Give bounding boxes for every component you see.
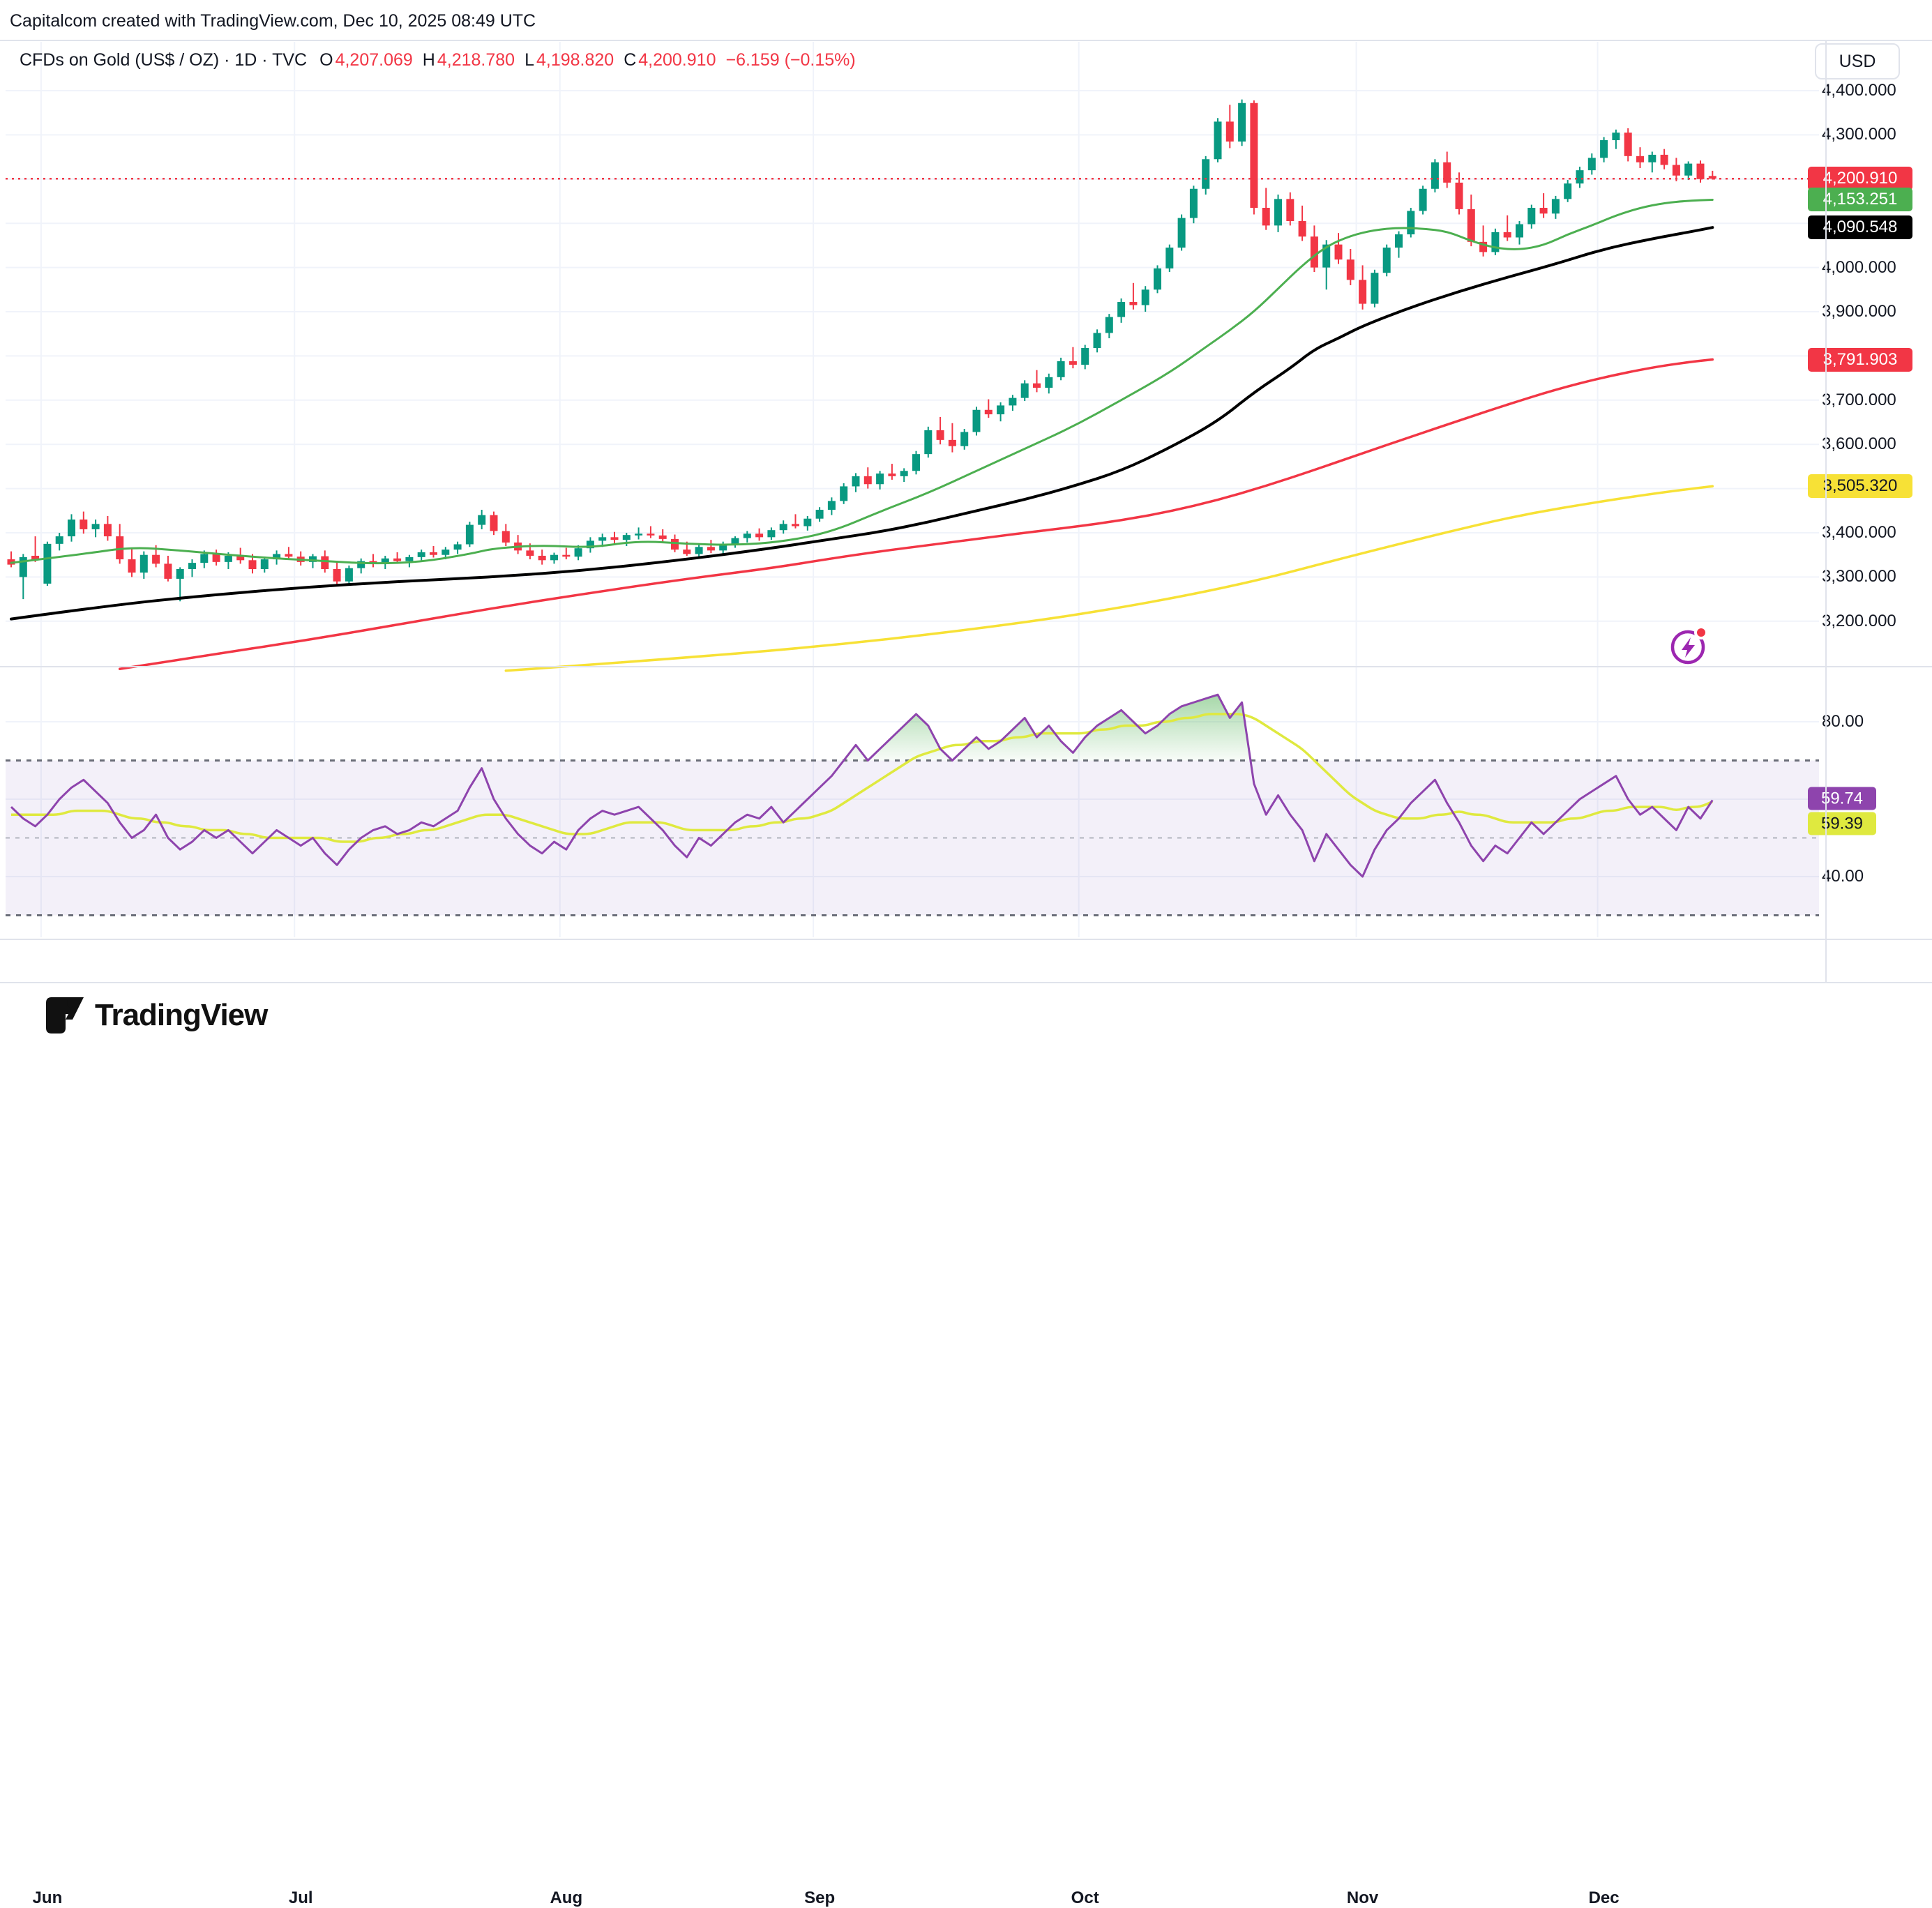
price-axis-label: 3,300.000 xyxy=(1822,567,1896,586)
close-value: 4,200.910 xyxy=(638,50,716,70)
price-badge-ma-mid: 4,090.548 xyxy=(1808,215,1912,240)
price-axis-label: 4,300.000 xyxy=(1822,125,1896,144)
indicator-badge-rsi-value: 59.74 xyxy=(1808,787,1876,810)
price-axis-divider xyxy=(1825,40,1827,982)
time-axis-label-sep: Sep xyxy=(804,1888,836,1907)
time-axis-label-nov: Nov xyxy=(1346,1888,1379,1907)
attribution-bar: Capitalcom created with TradingView.com,… xyxy=(10,4,536,38)
time-axis-label-jul: Jul xyxy=(288,1888,313,1907)
price-axis-label: 3,900.000 xyxy=(1822,302,1896,321)
indicator-axis-label: 40.00 xyxy=(1822,867,1864,886)
time-axis-label-dec: Dec xyxy=(1588,1888,1620,1907)
low-label: L xyxy=(524,50,534,70)
symbol-bar: CFDs on Gold (US$ / OZ) · 1D · TVC O 4,2… xyxy=(20,46,856,74)
price-badge-ma-long: 3,505.320 xyxy=(1808,474,1912,499)
open-label: O xyxy=(319,50,333,70)
currency-label: USD xyxy=(1839,51,1876,71)
price-axis-label: 3,600.000 xyxy=(1822,434,1896,454)
ma-fast-line xyxy=(10,198,1714,565)
tradingview-logo-text: TradingView xyxy=(95,998,268,1032)
time-axis-label-jun: Jun xyxy=(32,1888,63,1907)
price-axis-label: 4,000.000 xyxy=(1822,257,1896,277)
low-value: 4,198.820 xyxy=(536,50,614,70)
price-badge-ma-fast: 4,153.251 xyxy=(1808,188,1912,212)
high-label: H xyxy=(422,50,435,70)
flash-alert-icon[interactable] xyxy=(1667,623,1713,668)
header-divider xyxy=(0,40,1932,41)
open-value: 4,207.069 xyxy=(335,50,413,70)
ohlc-high: H 4,218.780 xyxy=(423,50,515,70)
close-label: C xyxy=(624,50,637,70)
gridlines xyxy=(6,42,1819,937)
tradingview-logo-icon xyxy=(46,997,84,1034)
rsi-line xyxy=(10,693,1714,878)
indicator-axis-label: 80.00 xyxy=(1822,712,1864,731)
price-badge-close-price: 4,200.910 xyxy=(1808,167,1912,191)
ma-slow-line xyxy=(118,358,1714,671)
price-badge-ma-slow: 3,791.903 xyxy=(1808,347,1912,372)
chart-canvas[interactable] xyxy=(0,0,1932,1057)
rsi-ma-line xyxy=(11,713,1714,843)
ma-mid-line xyxy=(10,226,1714,621)
currency-button[interactable]: USD xyxy=(1815,43,1900,80)
price-axis-label: 3,200.000 xyxy=(1822,611,1896,630)
candlestick-series[interactable] xyxy=(7,99,1716,602)
ohlc-close: C 4,200.910 xyxy=(624,50,716,70)
footer-brand[interactable]: TradingView xyxy=(45,996,268,1035)
ohlc-open: O 4,207.069 xyxy=(319,50,413,70)
time-axis-divider xyxy=(0,939,1932,940)
high-value: 4,218.780 xyxy=(437,50,515,70)
attribution-text: Capitalcom created with TradingView.com,… xyxy=(10,10,536,31)
symbol-title[interactable]: CFDs on Gold (US$ / OZ) · 1D · TVC xyxy=(20,50,308,70)
price-axis-label: 3,400.000 xyxy=(1822,523,1896,542)
time-axis[interactable]: Jun Jul Aug Sep Oct Nov Dec xyxy=(0,939,1932,1907)
ohlc-low: L 4,198.820 xyxy=(524,50,614,70)
time-axis-label-aug: Aug xyxy=(550,1888,583,1907)
ma-long-line xyxy=(504,485,1714,672)
chart-bottom-border xyxy=(0,982,1932,983)
price-axis-label: 4,400.000 xyxy=(1822,81,1896,100)
time-axis-label-oct: Oct xyxy=(1071,1888,1099,1907)
indicator-badge-rsi-ma-value: 59.39 xyxy=(1808,812,1876,835)
price-axis-label: 3,700.000 xyxy=(1822,390,1896,409)
change-value: −6.159 (−0.15%) xyxy=(725,50,856,70)
pane-divider[interactable] xyxy=(0,666,1932,667)
